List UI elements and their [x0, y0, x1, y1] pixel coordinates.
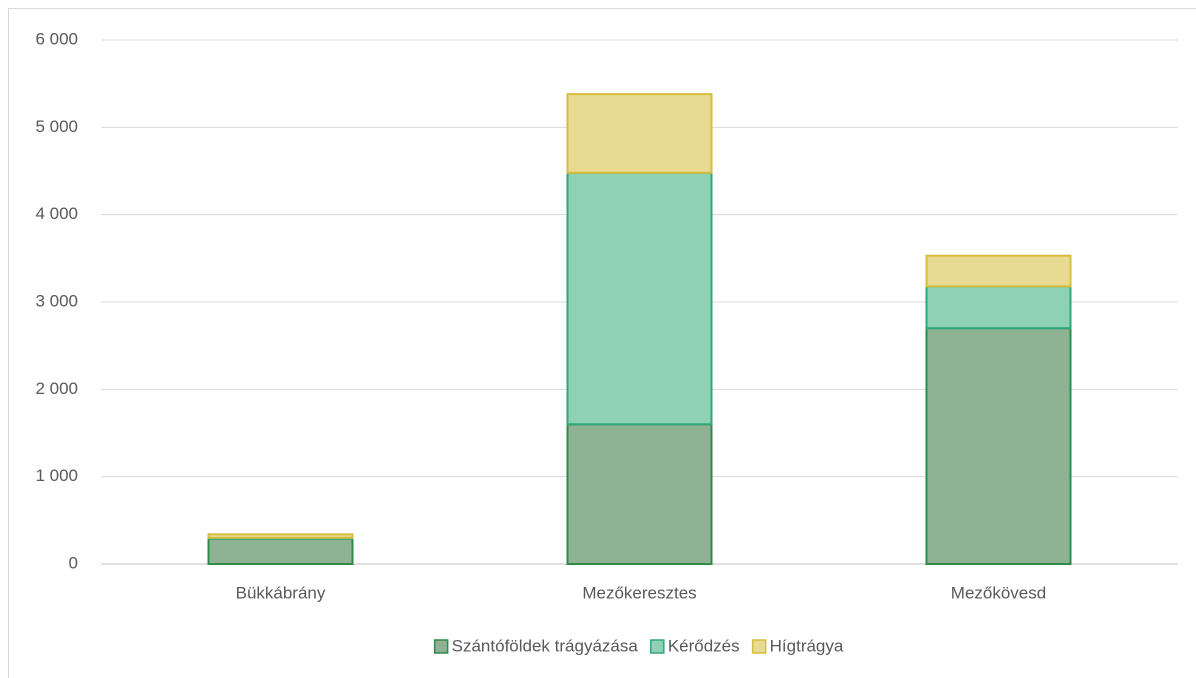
bar-segment	[566, 171, 713, 426]
chart-border	[8, 8, 1196, 678]
bar-segment	[925, 254, 1072, 288]
bar-segment	[566, 423, 713, 565]
bar-segment	[925, 327, 1072, 566]
y-tick-label: 0	[69, 553, 78, 572]
y-tick-label: 5 000	[35, 117, 78, 136]
y-tick-label: 2 000	[35, 379, 78, 398]
x-tick-label: Mezőkövesd	[951, 583, 1046, 602]
legend-label: Hígtrágya	[770, 636, 844, 655]
x-tick-label: Mezőkeresztes	[582, 583, 696, 602]
legend-swatch	[650, 639, 665, 654]
y-tick-label: 3 000	[35, 291, 78, 310]
y-tick-label: 4 000	[35, 204, 78, 223]
legend-swatch	[751, 639, 767, 654]
bar-segment	[566, 93, 713, 174]
bar-segment	[925, 285, 1072, 330]
bar-segment	[207, 533, 354, 539]
legend-swatch	[433, 639, 449, 654]
y-tick-label: 1 000	[35, 466, 78, 485]
legend-label: Szántóföldek trágyázása	[452, 636, 639, 655]
legend-label: Kérődzés	[668, 636, 740, 655]
bar-segment	[207, 537, 354, 566]
y-tick-label: 6 000	[35, 29, 78, 48]
x-tick-label: Bükkábrány	[236, 583, 326, 602]
